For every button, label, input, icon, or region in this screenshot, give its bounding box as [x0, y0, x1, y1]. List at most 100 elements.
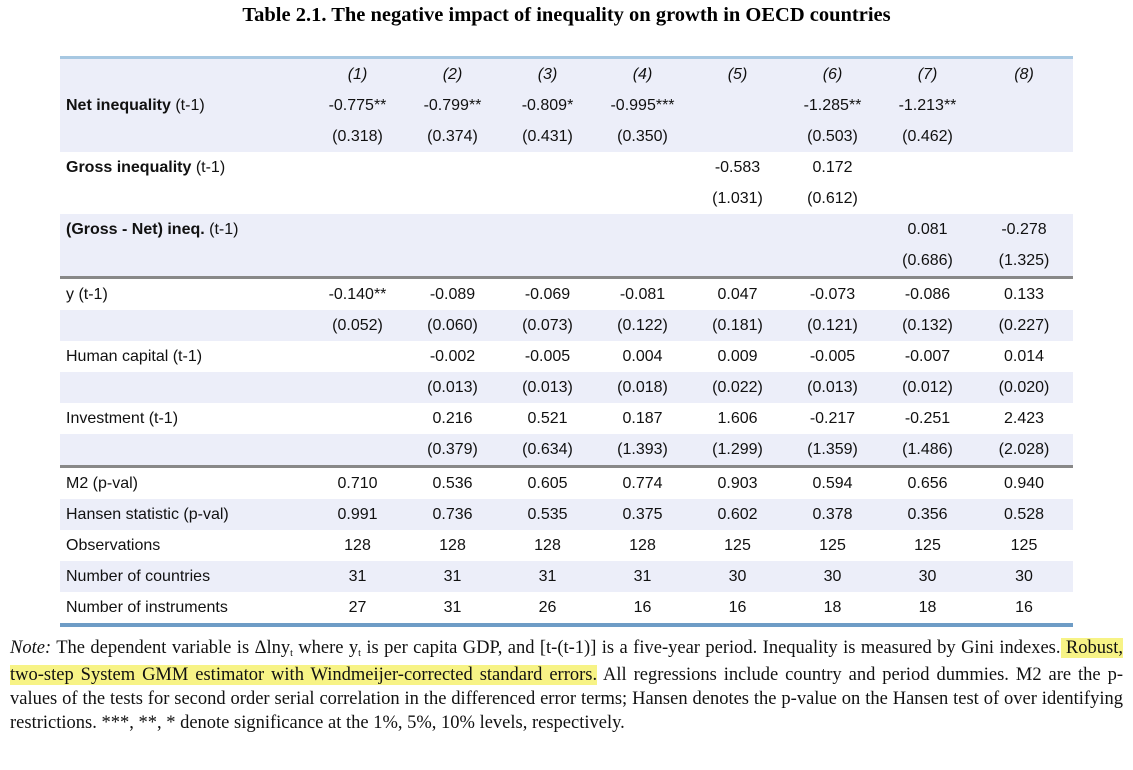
- table-cell: (0.503): [785, 121, 880, 152]
- table-cell: (0.060): [405, 310, 500, 341]
- table-cell: -1.213**: [880, 90, 975, 121]
- table-cell: (0.012): [880, 372, 975, 403]
- table-cell: 0.602: [690, 499, 785, 530]
- column-header: (7): [880, 59, 975, 90]
- note-text: All regressions include country and peri…: [10, 665, 1123, 733]
- row-label: Net inequality (t-1): [60, 90, 310, 121]
- table-title: Table 2.1. The negative impact of inequa…: [242, 4, 891, 26]
- table-cell: [310, 183, 405, 214]
- row-label-name: Observations: [66, 536, 161, 554]
- row-label: Human capital (t-1): [60, 341, 310, 372]
- table-cell: [500, 152, 595, 183]
- table-cell: [310, 434, 405, 468]
- row-label: Hansen statistic (p-val): [60, 499, 310, 530]
- table-cell: 0.605: [527, 474, 568, 492]
- table-cell: [880, 152, 975, 183]
- table-cell: -0.005: [809, 347, 856, 365]
- table-note: Note: The dependent variable is Δlnyt wh…: [10, 636, 1123, 735]
- table-cell: 128: [534, 536, 561, 554]
- note-text: The dependent variable is Δlny: [51, 638, 291, 658]
- regression-table-container: (1) (2) (3) (4) (5) (6) (7) (8) Net ineq…: [60, 56, 1073, 627]
- note-text: is per capita GDP, and [t-(t-1)] is a fi…: [360, 638, 1061, 658]
- table-row: (0.013) (0.013) (0.018) (0.022) (0.013) (0.01…: [60, 372, 1073, 403]
- table-row: (0.052) (0.060) (0.073) (0.122) (0.181) (0.12…: [60, 310, 1073, 341]
- row-label: M2 (p-val): [60, 467, 310, 500]
- table-cell: 0.991: [310, 499, 405, 530]
- table-row: M2 (p-val) 0.710 0.536 0.605 0.774 0.903 0.594…: [60, 467, 1073, 500]
- table-cell: 30: [785, 561, 880, 592]
- table-cell: (1.299): [690, 434, 785, 468]
- table-cell: -0.086: [904, 285, 951, 303]
- column-header: (1): [310, 59, 405, 90]
- table-cell: 0.009: [717, 347, 758, 365]
- table-row: (0.318) (0.374) (0.431) (0.350) (0.503) (0.46…: [60, 121, 1073, 152]
- table-cell: 30: [690, 561, 785, 592]
- table-cell: -0.809*: [500, 90, 595, 121]
- table-cell: 26: [538, 598, 557, 616]
- table-row: Human capital (t-1) -0.002 -0.005 0.004 0.00…: [60, 341, 1073, 372]
- table-cell: (0.350): [595, 121, 690, 152]
- table-row: (0.379) (0.634) (1.393) (1.299) (1.359) (1.48…: [60, 434, 1073, 468]
- table-cell: 0.081: [880, 214, 975, 245]
- table-bottom-rule: [60, 623, 1073, 627]
- table-cell: 30: [975, 561, 1073, 592]
- table-cell: -0.799**: [405, 90, 500, 121]
- table-cell: 0.133: [1003, 285, 1045, 303]
- table-cell: [500, 245, 595, 279]
- column-header: (8): [975, 59, 1073, 90]
- table-cell: -0.005: [524, 347, 571, 365]
- table-cell: -0.007: [904, 347, 951, 365]
- row-label: Number of countries: [60, 561, 310, 592]
- table-cell: (0.462): [880, 121, 975, 152]
- table-cell: 0.047: [717, 285, 758, 303]
- row-label-name: Investment (t-1): [66, 409, 179, 427]
- table-cell: (0.431): [500, 121, 595, 152]
- row-label-name: Hansen statistic (p-val): [66, 505, 229, 523]
- table-row: (Gross - Net) ineq. (t-1) 0.081 -0.278: [60, 214, 1073, 245]
- table-cell: -0.073: [809, 285, 856, 303]
- table-cell: (0.612): [807, 189, 858, 207]
- table-cell: (1.031): [712, 189, 763, 207]
- row-label: [60, 183, 310, 214]
- table-row: Number of countries 31 31 31 31 30 30 30 30: [60, 561, 1073, 592]
- table-cell: [500, 183, 595, 214]
- table-row: Hansen statistic (p-val) 0.991 0.736 0.535 0…: [60, 499, 1073, 530]
- table-cell: [310, 214, 405, 245]
- table-cell: (0.013): [785, 372, 880, 403]
- table-cell: -0.081: [619, 285, 666, 303]
- table-row: (0.686) (1.325): [60, 245, 1073, 279]
- row-label-name: Human capital (t-1): [66, 347, 203, 365]
- table-cell: -0.251: [904, 409, 951, 427]
- table-cell: [310, 245, 405, 279]
- table-cell: (0.132): [880, 310, 975, 341]
- row-label-name: y (t-1): [66, 285, 108, 303]
- table-cell: (0.181): [690, 310, 785, 341]
- table-cell: (0.013): [405, 372, 500, 403]
- table-cell: 31: [310, 561, 405, 592]
- row-label-name: Number of countries: [66, 567, 211, 585]
- table-cell: 0.004: [622, 347, 663, 365]
- row-label-lag: (t-1): [191, 158, 226, 176]
- table-cell: [690, 90, 785, 121]
- table-cell: [595, 245, 690, 279]
- row-label: [60, 434, 310, 468]
- table-cell: (0.018): [595, 372, 690, 403]
- table-cell: [405, 214, 500, 245]
- table-cell: 31: [405, 561, 500, 592]
- table-cell: (0.318): [310, 121, 405, 152]
- table-cell: (1.359): [785, 434, 880, 468]
- table-cell: 16: [633, 598, 652, 616]
- table-body: Net inequality (t-1) -0.775** -0.799** -0.8…: [60, 90, 1073, 623]
- table-cell: 0.536: [432, 474, 473, 492]
- table-cell: -0.089: [429, 285, 476, 303]
- table-cell: 0.378: [785, 499, 880, 530]
- table-cell: (0.020): [975, 372, 1073, 403]
- table-cell: [310, 152, 405, 183]
- table-cell: 1.606: [717, 409, 758, 427]
- table-cell: (1.486): [880, 434, 975, 468]
- table-cell: 125: [1010, 536, 1038, 554]
- row-label-lag: (t-1): [204, 220, 239, 238]
- table-cell: 0.656: [907, 474, 948, 492]
- table-cell: 31: [595, 561, 690, 592]
- table-row: Observations 128 128 128 128 125 125 125 125: [60, 530, 1073, 561]
